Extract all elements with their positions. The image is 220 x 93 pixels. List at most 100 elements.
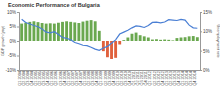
bar: [155, 39, 158, 41]
y-tick: 0%: [9, 39, 19, 44]
x-tick-mark: [156, 70, 157, 71]
y-axis-title: GDP growth (yoy): [1, 25, 5, 56]
bar: [106, 41, 109, 57]
bar: [135, 33, 138, 41]
bar: [192, 36, 195, 41]
x-tick-mark: [181, 70, 182, 71]
x-tick-mark: [66, 70, 67, 71]
y-tick-label: 0%: [9, 39, 16, 44]
bar: [131, 34, 134, 41]
y-tick-label: 10%: [7, 10, 16, 15]
bar: [86, 21, 89, 41]
bar: [139, 35, 142, 41]
bar: [77, 23, 80, 41]
bar: [118, 41, 121, 44]
bar: [147, 38, 150, 41]
bar: [184, 37, 187, 41]
x-tick-mark: [91, 70, 92, 71]
y2-tick-mark: [200, 31, 202, 32]
y-tick-label: -10%: [5, 68, 16, 73]
x-tick-mark: [37, 70, 38, 71]
y-tick-mark: [17, 41, 19, 42]
y2-tick: 0%: [200, 68, 210, 73]
x-tick-mark: [99, 70, 100, 71]
x-tick-label: Q4 2014: [193, 71, 197, 86]
x-tick-mark: [123, 70, 124, 71]
y-tick: 5%: [9, 24, 19, 29]
bar: [102, 41, 105, 51]
x-tick-mark: [189, 70, 190, 71]
bar: [188, 36, 191, 41]
x-tick-mark: [115, 70, 116, 71]
y-axis: -10% -5% 0% 5% 10%: [5, 10, 19, 73]
x-tick-mark: [95, 70, 96, 71]
y2-tick-label: 5%: [203, 49, 210, 54]
y-tick-mark: [17, 56, 19, 57]
bar: [171, 40, 174, 42]
bar: [163, 40, 166, 41]
x-tick-mark: [193, 70, 194, 71]
x-axis: Q1 2004Q2 2004Q3 2004Q4 2004Q1 2005Q2 20…: [18, 70, 201, 86]
x-tick-mark: [62, 70, 63, 71]
marks: [20, 19, 199, 59]
x-tick-mark: [144, 70, 145, 71]
x-tick-mark: [160, 70, 161, 71]
x-tick-mark: [50, 70, 51, 71]
x-tick: Q4 2014: [193, 70, 197, 86]
bar: [94, 21, 97, 41]
bar: [90, 20, 93, 41]
y2-tick: 5%: [200, 49, 210, 54]
y-tick-mark: [17, 27, 19, 28]
bar: [82, 22, 85, 41]
y2-axis: 0%5%10%15%: [200, 10, 212, 73]
x-tick-mark: [136, 70, 137, 71]
y2-tick-mark: [200, 12, 202, 13]
bar: [20, 24, 23, 41]
x-tick-mark: [33, 70, 34, 71]
x-tick-mark: [168, 70, 169, 71]
bar: [41, 23, 44, 41]
x-tick-mark: [176, 70, 177, 71]
plot: -10%-5%0%5%10%0%5%10%15%Q1 2004Q2 2004Q3…: [5, 10, 212, 86]
x-tick-mark: [164, 70, 165, 71]
bar: [32, 21, 35, 41]
y-tick: -5%: [8, 53, 19, 58]
y2-axis-title: Unemployment rate: [216, 24, 220, 57]
bar: [126, 38, 129, 41]
x-tick-mark: [25, 70, 26, 71]
x-tick-mark: [42, 70, 43, 71]
bar: [180, 38, 183, 41]
bar: [69, 22, 72, 41]
bar: [114, 41, 117, 58]
x-tick-mark: [172, 70, 173, 71]
bar: [24, 23, 27, 41]
y2-tick-mark: [200, 51, 202, 52]
x-tick-mark: [78, 70, 79, 71]
bar: [196, 37, 199, 41]
y2-tick: 10%: [200, 29, 212, 34]
x-tick-mark: [103, 70, 104, 71]
title: Economic Performance of Bulgaria: [8, 2, 101, 8]
bar: [122, 40, 125, 42]
x-tick-mark: [87, 70, 88, 71]
x-tick-mark: [152, 70, 153, 71]
y-tick: 10%: [7, 10, 19, 15]
bar: [151, 40, 154, 41]
y-tick-label: 5%: [9, 24, 16, 29]
x-tick-mark: [127, 70, 128, 71]
y2-axis-line: [201, 13, 203, 71]
x-tick-mark: [29, 70, 30, 71]
bar: [98, 31, 101, 41]
bar: [73, 22, 76, 41]
x-tick-mark: [111, 70, 112, 71]
bar: [143, 36, 146, 41]
x-tick-mark: [185, 70, 186, 71]
x-tick-mark: [58, 70, 59, 71]
bar: [57, 23, 60, 41]
x-tick-mark: [197, 70, 198, 71]
y2-tick-label: 0%: [203, 68, 210, 73]
x-tick-mark: [46, 70, 47, 71]
bar: [167, 40, 170, 41]
y2-tick-label: 10%: [203, 29, 212, 34]
x-tick-mark: [70, 70, 71, 71]
